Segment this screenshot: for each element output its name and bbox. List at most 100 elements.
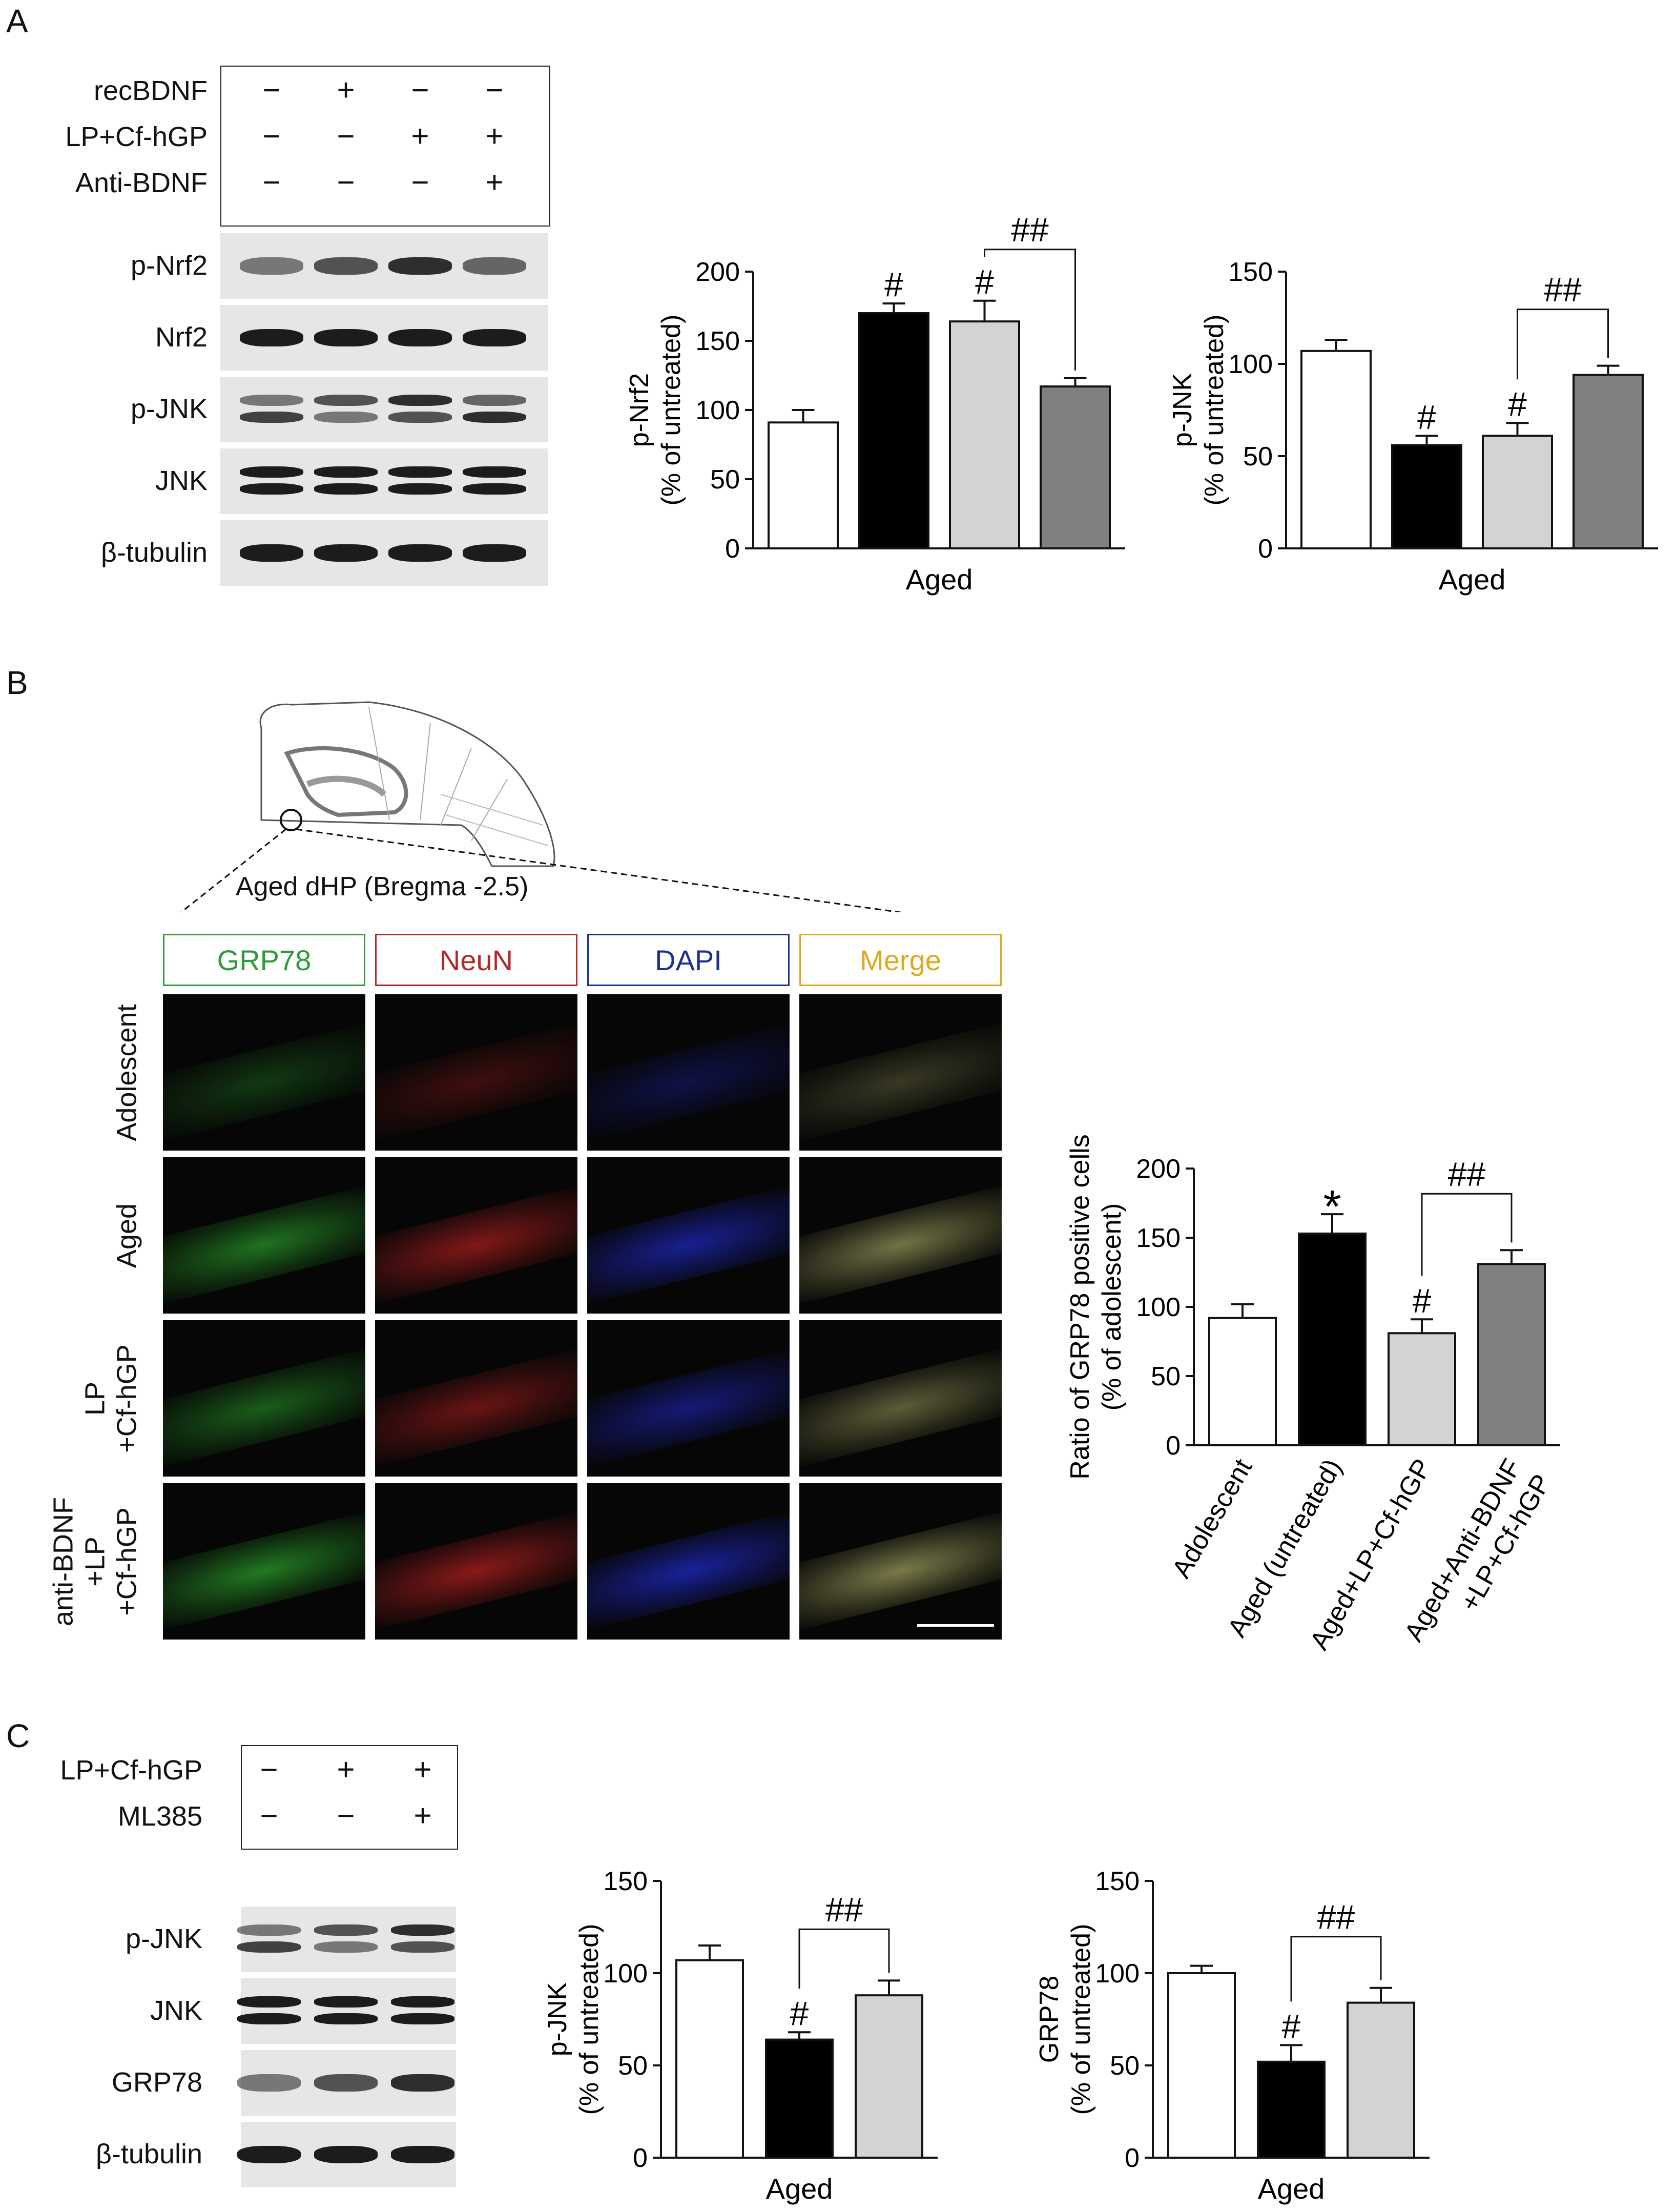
- y-axis-label: Ratio of GRP78 positive cells: [1065, 1134, 1095, 1479]
- bar: [949, 320, 1020, 549]
- cell-layer-signal: [163, 1183, 365, 1306]
- blot-band: [314, 412, 378, 423]
- bracket-label: ##: [1317, 1898, 1355, 1936]
- row-label-line: +LP: [79, 1536, 110, 1587]
- significance-mark: #: [1413, 1281, 1432, 1319]
- blot-band: [463, 257, 526, 275]
- cell-layer-signal: [163, 1509, 365, 1632]
- bar: [1298, 1232, 1367, 1446]
- comparison-bracket: [798, 1928, 890, 1989]
- blot-strip: [237, 1907, 456, 1972]
- y-tick-label: 50: [1243, 442, 1273, 472]
- micrograph-image: [587, 994, 790, 1151]
- blot-strip: [220, 448, 548, 514]
- blot-band: [388, 329, 452, 346]
- blot-strip: [220, 377, 548, 442]
- x-axis-label: Aged: [1439, 563, 1506, 596]
- micrograph-image: [799, 1157, 1002, 1314]
- y-tick-label: 100: [603, 1959, 648, 1989]
- blot-row-label: JNK: [155, 465, 208, 496]
- y-tick-label: 50: [1110, 2051, 1140, 2081]
- blot-band: [237, 1996, 301, 2008]
- treatment-sign: −: [262, 119, 281, 153]
- blot-row-label: Nrf2: [155, 322, 208, 353]
- y-tick-label: 200: [1136, 1154, 1181, 1184]
- significance-mark: #: [975, 263, 994, 301]
- y-tick-label: 0: [1125, 2143, 1140, 2173]
- x-axis-label: Aged: [1258, 2173, 1325, 2205]
- y-tick-label: 0: [633, 2143, 648, 2173]
- cell-layer-signal: [799, 1509, 1002, 1632]
- comparison-bracket: [984, 249, 1076, 371]
- bar: [1388, 1332, 1456, 1446]
- blot-band: [314, 544, 378, 562]
- bar: [1572, 374, 1644, 549]
- treatment-label: ML385: [117, 1801, 202, 1832]
- treatment-sign: +: [413, 1798, 432, 1833]
- blot-band: [240, 483, 303, 495]
- y-axis-label: (% of untreated): [574, 1924, 604, 2115]
- bracket-label: ##: [825, 1890, 863, 1928]
- blot-strip: [220, 520, 548, 586]
- bar: [1391, 444, 1462, 550]
- bar: [855, 1994, 923, 2159]
- y-tick-label: 100: [1136, 1293, 1181, 1322]
- y-axis-label: (% of untreated): [656, 315, 686, 506]
- micrograph-row-label: Adolescent: [50, 989, 142, 1156]
- y-axis-label: p-JNK: [1168, 373, 1197, 447]
- blot-strip: [220, 233, 548, 299]
- blot-band: [463, 395, 526, 406]
- treatment-sign: −: [260, 1752, 278, 1787]
- blot-row-label: β-tubulin: [95, 2139, 202, 2169]
- micrograph-image: [799, 1320, 1002, 1477]
- blot-band: [237, 2013, 301, 2025]
- treatment-sign: +: [485, 165, 504, 199]
- channel-header: Merge: [799, 934, 1002, 986]
- channel-header: NeuN: [375, 934, 577, 986]
- bar: [1167, 1972, 1236, 2159]
- bracket-label: ##: [1011, 211, 1049, 249]
- blot-strip: [237, 2050, 456, 2116]
- blot-row-label: p-JNK: [125, 1923, 202, 1954]
- category-label: Adolescent: [1167, 1454, 1258, 1583]
- blot-band: [391, 1941, 454, 1953]
- panel-letter-a: A: [6, 3, 28, 39]
- comparison-bracket: [1421, 1193, 1513, 1276]
- treatment-label: LP+Cf-hGP: [65, 121, 208, 152]
- micrograph-image: [375, 994, 577, 1151]
- treatment-sign: −: [262, 165, 281, 199]
- scale-bar: [917, 1624, 994, 1627]
- blot-band: [240, 544, 303, 562]
- panel-letter-c: C: [6, 1717, 30, 1754]
- y-tick-label: 50: [710, 465, 740, 495]
- blot-band: [237, 2074, 301, 2092]
- micrograph-image: [375, 1320, 577, 1477]
- row-label-line: LP: [79, 1381, 110, 1416]
- channel-header: GRP78: [163, 934, 365, 986]
- blot-band: [388, 257, 452, 275]
- blot-band: [388, 466, 452, 478]
- bracket-label: ##: [1544, 271, 1582, 309]
- blot-row-label: β-tubulin: [100, 537, 208, 568]
- blot-band: [314, 395, 378, 406]
- blot-band: [314, 257, 378, 275]
- blot-band: [314, 483, 378, 495]
- blot-band: [240, 395, 303, 406]
- channel-header: DAPI: [587, 934, 790, 986]
- blot-band: [240, 257, 303, 275]
- blot-band: [314, 2074, 378, 2092]
- blot-band: [240, 466, 303, 478]
- y-tick-label: 100: [1095, 1959, 1140, 1989]
- blot-band: [463, 544, 526, 562]
- cell-layer-signal: [799, 1183, 1002, 1306]
- treatment-sign: +: [337, 73, 355, 107]
- blot-row-label: p-JNK: [130, 394, 208, 424]
- micrograph-row-label: LP +Cf-hGP: [50, 1315, 142, 1482]
- micrograph-image: [799, 1483, 1002, 1640]
- bar: [1040, 385, 1111, 549]
- y-tick-label: 100: [1228, 350, 1273, 379]
- cell-layer-signal: [163, 1020, 365, 1143]
- blot-band: [391, 1996, 454, 2008]
- bar: [1347, 2001, 1415, 2159]
